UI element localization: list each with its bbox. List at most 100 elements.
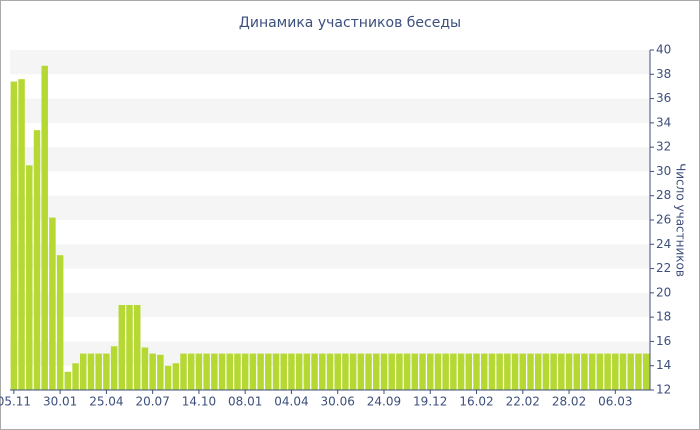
bar bbox=[26, 165, 33, 390]
bar bbox=[295, 353, 303, 390]
y-tick-label: 20 bbox=[656, 285, 671, 299]
bar bbox=[450, 353, 457, 390]
bar bbox=[373, 353, 380, 390]
bar bbox=[496, 353, 503, 390]
bar bbox=[365, 353, 372, 390]
bar bbox=[511, 353, 519, 390]
x-tick-label: 16.02 bbox=[459, 395, 493, 409]
bar bbox=[18, 79, 25, 391]
bar bbox=[465, 353, 473, 390]
bar bbox=[110, 346, 118, 390]
grid-band bbox=[10, 292, 650, 318]
y-tick-label: 18 bbox=[656, 310, 671, 324]
bar bbox=[457, 353, 465, 390]
bar bbox=[411, 353, 419, 390]
bar bbox=[480, 353, 488, 390]
bar bbox=[396, 353, 403, 390]
bar bbox=[326, 353, 334, 390]
bar bbox=[241, 353, 249, 390]
bar bbox=[319, 353, 326, 390]
bar bbox=[303, 353, 311, 390]
bar bbox=[635, 353, 642, 390]
x-tick-label: 14.10 bbox=[182, 395, 216, 409]
bar bbox=[118, 305, 126, 390]
bar bbox=[164, 365, 172, 390]
grid-band bbox=[10, 50, 650, 75]
bar bbox=[573, 353, 580, 390]
bar bbox=[619, 353, 627, 390]
bar bbox=[10, 81, 18, 391]
grid-band bbox=[10, 195, 650, 220]
bar bbox=[380, 353, 388, 390]
bar bbox=[157, 354, 164, 390]
bar bbox=[534, 353, 542, 390]
bar bbox=[388, 353, 395, 390]
y-tick-label: 30 bbox=[656, 164, 671, 178]
bar bbox=[288, 353, 295, 390]
x-tick-label: 06.03 bbox=[598, 395, 632, 409]
bar bbox=[133, 305, 141, 390]
y-tick-label: 36 bbox=[656, 91, 671, 105]
grid-band bbox=[10, 244, 650, 269]
y-tick-label: 32 bbox=[656, 140, 671, 154]
bar bbox=[488, 353, 496, 390]
bar bbox=[357, 353, 365, 390]
bar bbox=[180, 353, 187, 390]
y-tick-label: 12 bbox=[656, 383, 671, 397]
x-tick-label: 30.01 bbox=[43, 395, 77, 409]
bar bbox=[265, 353, 272, 390]
bar bbox=[612, 353, 619, 390]
y-tick-label: 22 bbox=[656, 261, 671, 275]
bar bbox=[126, 305, 133, 390]
x-tick-label: 22.02 bbox=[506, 395, 540, 409]
bar bbox=[211, 353, 218, 390]
bar bbox=[442, 353, 449, 390]
x-tick-label: 30.06 bbox=[321, 395, 355, 409]
bar bbox=[257, 353, 264, 390]
bar bbox=[334, 353, 341, 390]
y-tick-label: 26 bbox=[656, 213, 671, 227]
y-tick-label: 34 bbox=[656, 115, 671, 129]
x-tick-label: 04.04 bbox=[274, 395, 308, 409]
bar bbox=[141, 347, 149, 390]
bar bbox=[527, 353, 534, 390]
y-tick-label: 24 bbox=[656, 237, 671, 251]
bar bbox=[427, 353, 434, 390]
bar bbox=[172, 363, 180, 390]
bar bbox=[473, 353, 480, 390]
bar bbox=[419, 353, 426, 390]
bar bbox=[565, 353, 573, 390]
bar bbox=[604, 353, 611, 390]
y-tick-label: 14 bbox=[656, 358, 671, 372]
y-tick-label: 16 bbox=[656, 334, 671, 348]
x-tick-label: 25.04 bbox=[89, 395, 123, 409]
y-tick-label: 38 bbox=[656, 67, 671, 81]
x-tick-label: 20.07 bbox=[135, 395, 169, 409]
bar bbox=[203, 353, 210, 390]
bar bbox=[249, 353, 257, 390]
bar bbox=[103, 353, 110, 390]
bar bbox=[519, 353, 527, 390]
bar bbox=[56, 255, 64, 390]
bar bbox=[558, 353, 565, 390]
bar bbox=[87, 353, 95, 390]
bar bbox=[588, 353, 596, 390]
bar bbox=[49, 217, 56, 390]
bar bbox=[349, 353, 357, 390]
bar bbox=[95, 353, 102, 390]
y-tick-label: 28 bbox=[656, 188, 671, 202]
bar bbox=[627, 353, 634, 390]
bar bbox=[72, 363, 79, 390]
bar bbox=[234, 353, 241, 390]
bar bbox=[272, 353, 280, 390]
bar bbox=[226, 353, 233, 390]
bar bbox=[342, 353, 349, 390]
bar bbox=[195, 353, 203, 390]
bar bbox=[542, 353, 550, 390]
y-axis-label: Число участников bbox=[674, 163, 688, 277]
bar bbox=[550, 353, 557, 390]
bar bbox=[434, 353, 442, 390]
bar bbox=[581, 353, 588, 390]
bar bbox=[596, 353, 604, 390]
